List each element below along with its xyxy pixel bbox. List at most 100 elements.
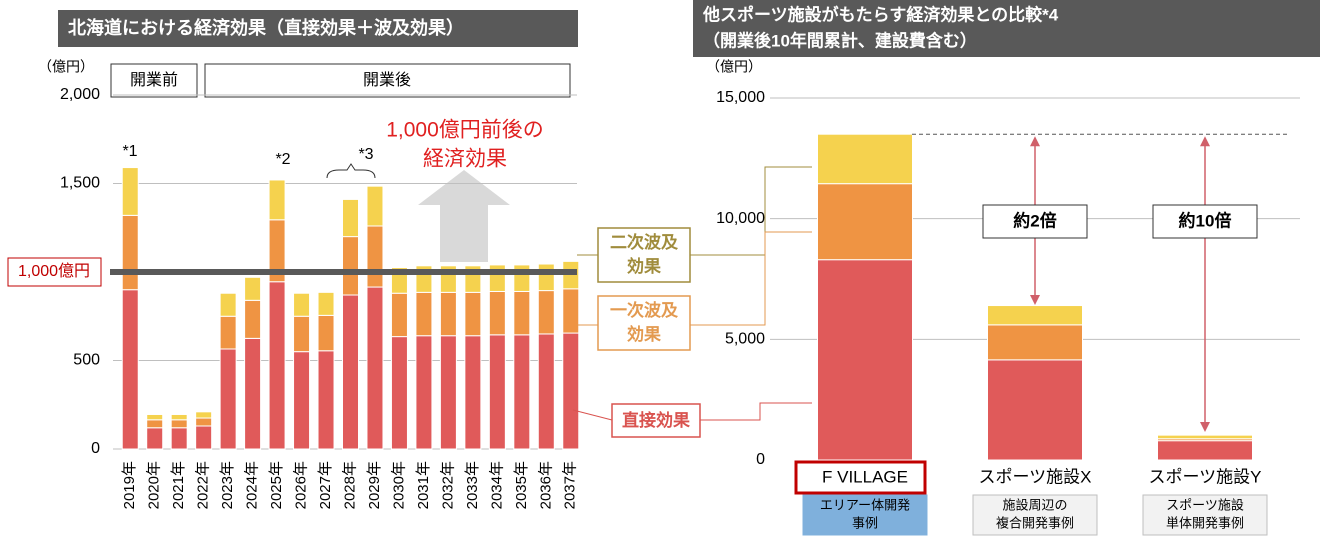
bar-segment: [537, 333, 555, 450]
x-tick-label: F VILLAGE: [822, 467, 908, 486]
phase-box: [204, 63, 571, 98]
bar-segment: [195, 411, 213, 419]
arrow-head: [1200, 136, 1210, 147]
bar-segment: [244, 276, 262, 301]
legend-entry: 一次波及効果: [610, 301, 678, 344]
callout-line: [572, 409, 613, 421]
x-tick-label: 2030年: [390, 461, 407, 509]
bar-segment: [293, 315, 311, 353]
bar-segment: [817, 183, 913, 261]
bar-segment: [219, 315, 237, 350]
x-tick-label: 2036年: [537, 461, 554, 509]
bar-segment: [987, 359, 1083, 461]
note-box: [1142, 494, 1268, 536]
y-tick-label: 500: [73, 352, 100, 369]
arrow-head: [1030, 136, 1040, 147]
highlight: 経済効果: [423, 148, 507, 171]
bar-segment: [317, 350, 335, 450]
bar-segment: [488, 334, 506, 450]
bar-segment: [488, 264, 506, 292]
bar-segment: [513, 334, 531, 450]
bar-segment: [342, 294, 359, 450]
bar-segment: [342, 198, 359, 238]
bar-segment: [415, 335, 433, 450]
title-bar: [58, 10, 578, 47]
bar-segment: [513, 290, 531, 336]
bar-segment: [817, 259, 913, 461]
bar-segment: [366, 286, 384, 450]
ratio-label: 約2倍: [1013, 210, 1056, 230]
bar-segment: [488, 290, 506, 336]
bar-segment: [342, 236, 359, 296]
category-note: 事例: [852, 515, 878, 530]
x-tick-label: 2034年: [488, 461, 505, 509]
bar-segment: [146, 419, 164, 429]
y-tick-label: 10,000: [716, 210, 765, 227]
bar-segment: [170, 419, 188, 429]
bar-segment: [317, 314, 335, 352]
callout-box: [597, 295, 691, 351]
bar-segment: [537, 263, 555, 292]
phase-box: [110, 63, 198, 98]
bar-segment: [244, 337, 262, 450]
bar-segment: [562, 288, 580, 334]
category-note: スポーツ施設: [1166, 497, 1244, 512]
x-tick-label: 2021年: [170, 461, 187, 509]
chart-title: 北海道における経済効果（直接効果＋波及効果）: [68, 17, 464, 38]
bar-segment: [268, 179, 286, 221]
x-tick-label: 2022年: [195, 461, 212, 509]
legend-entry: 二次波及効果: [610, 233, 678, 276]
bar-segment: [219, 348, 237, 450]
category-note: エリアー体開発: [820, 497, 910, 512]
category-note: 複合開発事例: [996, 515, 1074, 530]
bar-segment: [293, 292, 311, 317]
callout-line: [690, 166, 812, 256]
bar-segment: [219, 292, 237, 317]
x-tick-label: 2035年: [513, 461, 530, 509]
bar-segment: [366, 225, 384, 288]
x-tick-label: スポーツ施設Y: [1149, 467, 1262, 486]
phase-label: 開業前: [130, 71, 178, 89]
ratio-box: [982, 204, 1088, 239]
callout-line: [690, 231, 812, 326]
y-tick-label: 5,000: [725, 331, 765, 348]
bar-segment: [244, 299, 262, 339]
bar-segment: [121, 289, 139, 450]
arrow: [418, 170, 510, 262]
note-box: [972, 494, 1098, 536]
bar-segment: [390, 336, 408, 450]
bar-segment: [121, 167, 139, 216]
bar-segment: [195, 417, 213, 427]
y-tick-label: 2,000: [60, 86, 100, 103]
highlight: 1,000億円前後の: [386, 119, 544, 142]
x-tick-label: 2031年: [415, 461, 432, 509]
callout-box: [611, 403, 701, 438]
bar-segment: [121, 214, 139, 291]
bar-segment: [146, 427, 164, 450]
y-tick-label: 0: [756, 451, 765, 468]
bar-segment: [415, 291, 433, 337]
bar-segment: [817, 133, 913, 185]
legend-entry: 直接効果: [622, 410, 690, 430]
bar-segment: [293, 351, 311, 450]
bar-segment: [317, 291, 335, 316]
bar-segment: [366, 185, 384, 227]
x-tick-label: 2024年: [244, 461, 261, 509]
bar-segment: [170, 413, 188, 421]
category-note: 施設周辺の: [1002, 497, 1067, 512]
brace: [326, 163, 376, 179]
x-tick-label: スポーツ施設X: [979, 467, 1092, 486]
phase-label: 開業後: [363, 71, 411, 89]
chart-title: 他スポーツ施設がもたらす経済効果との比較*4: [702, 4, 1059, 24]
bar-segment: [195, 425, 213, 450]
bar-segment: [146, 413, 164, 421]
y-tick-label: 0: [91, 440, 100, 457]
bar-segment: [562, 260, 580, 290]
x-tick-label: 2032年: [439, 461, 456, 509]
x-tick-label: 2020年: [146, 461, 163, 509]
unit-label: （億円）: [38, 59, 94, 75]
highlight-box: [794, 460, 927, 495]
callout-box: [597, 227, 691, 283]
